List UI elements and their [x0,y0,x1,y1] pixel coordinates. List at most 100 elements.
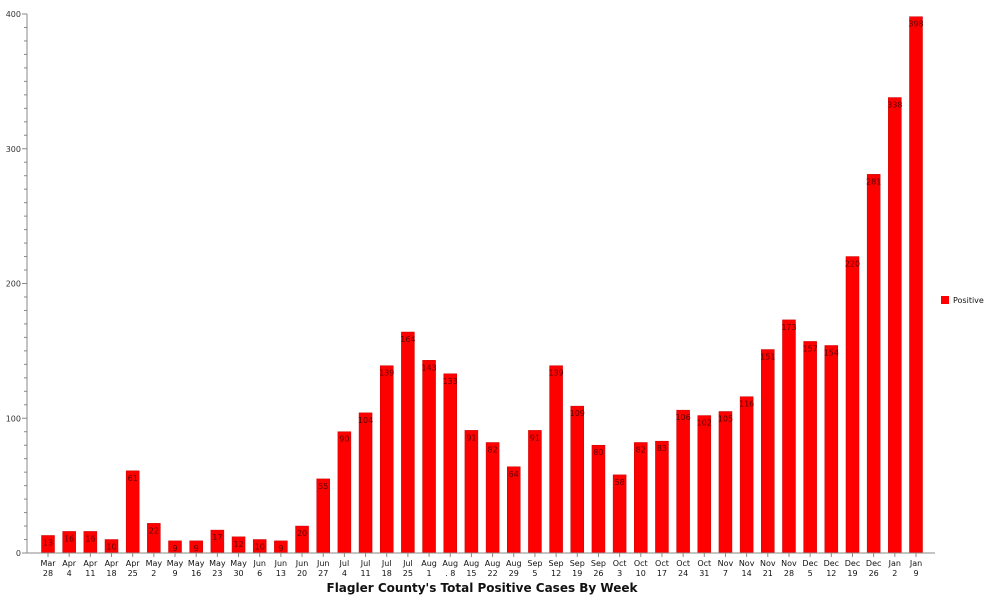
bar-value-label: 17 [212,533,222,542]
bar-value-label: 116 [739,400,754,409]
bar-positive [803,341,817,554]
x-tick-label-month: Apr [105,559,120,568]
x-tick-label-day: 19 [847,569,857,578]
x-tick-label-day: . 8 [445,569,455,578]
bar-value-label: 102 [697,419,712,428]
x-axis-title: Flagler County's Total Positive Cases By… [327,581,639,595]
y-tick-label: 0 [16,549,21,558]
x-tick-label-month: Jul [381,559,392,568]
x-tick-label-month: Sep [591,559,606,568]
bar-value-label: 91 [466,433,476,442]
y-tick-label: 300 [6,145,21,154]
x-tick-label-day: 25 [128,569,138,578]
bar-positive [888,97,902,554]
x-tick-label-month: Sep [549,559,564,568]
x-tick-label-month: Aug [485,559,501,568]
x-tick-label-day: 31 [699,569,709,578]
x-tick-label-day: 11 [85,569,95,578]
x-tick-label-month: May [230,559,247,568]
x-tick-label-month: Aug [464,559,480,568]
bar-positive [718,411,733,554]
bar-positive [528,430,542,554]
x-tick-label-day: 10 [636,569,646,578]
bar-value-label: 143 [421,363,436,372]
x-tick-label-month: Nov [760,559,776,568]
x-tick-label-day: 17 [657,569,667,578]
x-tick-label-day: 21 [763,569,773,578]
y-tick-label: 200 [6,280,21,289]
x-tick-label-month: Nov [781,559,797,568]
x-tick-label-month: Sep [570,559,585,568]
x-tick-label-month: Oct [655,559,669,568]
bar-value-label: 91 [530,433,540,442]
bar-positive [824,345,839,554]
x-tick-label-day: 6 [257,569,262,578]
bar-value-label: 154 [824,348,839,357]
bar-value-label: 12 [233,540,243,549]
x-tick-label-month: Aug [442,559,458,568]
bar-positive [401,331,415,554]
bar-value-label: 58 [615,478,625,487]
bar-positive [866,174,881,554]
x-tick-label-day: 26 [593,569,603,578]
bar-value-label: 398 [908,20,923,29]
bar-positive [782,319,796,554]
x-tick-label-month: Jun [295,559,309,568]
x-tick-label-day: 1 [427,569,432,578]
bar-positive [761,349,775,554]
x-tick-label-day: 3 [617,569,622,578]
bar-value-label: 139 [548,369,563,378]
bar-value-label: 80 [593,448,603,457]
x-tick-label-day: 26 [869,569,879,578]
x-tick-label-month: Apr [83,559,98,568]
x-tick-label-month: Oct [676,559,690,568]
x-tick-label-day: 2 [151,569,156,578]
bar-value-label: 9 [278,544,283,553]
bar-value-label: 16 [85,534,95,543]
bar-positive [464,430,479,554]
x-tick-label-day: 15 [466,569,476,578]
x-tick-label-month: May [146,559,163,568]
bar-value-label: 106 [675,413,690,422]
x-tick-label-month: Dec [845,559,860,568]
bar-positive [443,373,457,554]
bar-value-label: 139 [379,369,394,378]
x-tick-label-day: 28 [784,569,794,578]
x-tick-label-month: Sep [527,559,542,568]
bar-value-label: 338 [887,101,902,110]
x-tick-label-day: 25 [403,569,413,578]
x-tick-label-month: May [167,559,184,568]
x-tick-label-month: Oct [634,559,648,568]
x-tick-label-month: Nov [718,559,734,568]
x-tick-label-day: 20 [297,569,307,578]
y-axis: 0 100 200 300 400 [6,10,28,558]
bar-positive [655,440,669,554]
x-tick-label-month: Apr [126,559,141,568]
x-tick-label-month: Jan [888,559,901,568]
bar-value-label: 22 [149,526,159,535]
bar-positive [739,396,754,554]
x-tick-label-day: 22 [487,569,497,578]
x-tick-label-day: 16 [191,569,201,578]
x-tick-label-day: 7 [723,569,728,578]
x-tick-label-day: 12 [826,569,836,578]
bar-value-label: 173 [781,323,796,332]
x-tick-label-day: 13 [276,569,286,578]
x-tick-label-day: 5 [808,569,813,578]
bar-value-label: 82 [487,446,497,455]
y-tick-label: 100 [6,414,21,423]
x-tick-label-month: Jun [252,559,266,568]
bar-value-label: 83 [657,444,667,453]
x-tick-label-month: Jun [274,559,288,568]
x-tick-label-day: 9 [172,569,177,578]
x-axis: Mar28Apr4Apr11Apr18Apr25May2May9May16May… [27,552,935,578]
x-tick-label-month: Jul [360,559,371,568]
bar-value-label: 157 [803,344,818,353]
x-tick-label-month: Dec [824,559,839,568]
bar-value-label: 164 [400,335,415,344]
bar-value-label: 13 [43,538,53,547]
x-tick-label-month: Oct [697,559,711,568]
bar-value-label: 61 [128,474,138,483]
bar-positive [570,405,585,554]
